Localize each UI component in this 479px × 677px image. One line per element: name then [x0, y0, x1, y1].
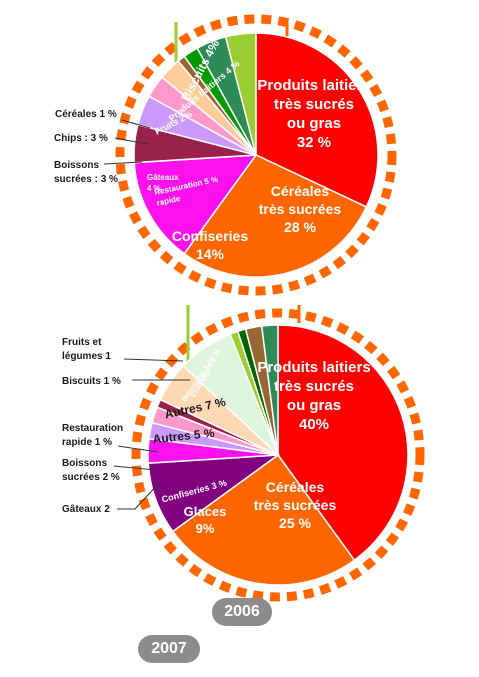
leader-line	[117, 481, 161, 510]
data-label-gateaux: Gâteaux 4 %	[147, 173, 179, 193]
data-label-produits-laitiers: Produits laitiers très sucrés ou gras 40%	[257, 359, 370, 433]
year-badge-2007: 2007	[138, 635, 200, 663]
slice-produits-laitiers	[277, 324, 409, 562]
data-label-chips-3: Chips : 3 %	[54, 133, 108, 144]
data-label-cereales: Céréales très sucrées 25 %	[254, 479, 337, 531]
leader-line	[113, 465, 157, 471]
data-label-fruits-et: Fruits et légumes 1	[62, 337, 111, 362]
data-label-confiseries: Confiseries 14%	[172, 228, 248, 262]
data-label-gateaux-2: Gâteaux 2	[62, 504, 110, 515]
dashed-ring	[115, 14, 397, 296]
data-label-boissons: Boissons sucrées : 3 %	[54, 160, 118, 185]
data-label-glaces: Glaces 9%	[184, 504, 227, 536]
data-label-biscuits-1: Biscuits 1 %	[62, 376, 121, 387]
data-label-autres-5: Autres 5 %	[152, 426, 215, 446]
leader-line	[117, 445, 159, 453]
data-label-cereales: Céréales très sucrées 28 %	[259, 183, 342, 235]
data-label-produits-laitiers: Produits laitiers très sucrés ou gras 32 %	[257, 77, 370, 151]
slice-produits-laitiers	[255, 32, 379, 208]
pie-chart-2006: Produits laitiers très sucrés ou gras 32 % C…	[54, 14, 397, 296]
slice-cereales	[171, 453, 356, 586]
leader-line	[121, 119, 151, 129]
leader-line	[114, 137, 148, 145]
pie-chart-2007: Produits laitiers très sucrés ou gras 40% Cé…	[62, 305, 425, 602]
data-label-boissons: Boissons sucrées 2 %	[62, 458, 120, 483]
dashed-ring	[131, 308, 425, 602]
slice-confiseries	[133, 154, 258, 255]
leader-line	[103, 161, 143, 165]
data-label-restauration: Restauration rapide 1 %	[62, 423, 123, 448]
slice-biscuits-4	[224, 32, 257, 156]
slice-cereales	[183, 154, 368, 278]
data-label-cereales-1: Céréales 1 %	[55, 109, 117, 120]
year-badge-2006: 2006	[212, 598, 272, 626]
leader-line	[123, 358, 184, 362]
slice-fromages-2	[260, 324, 279, 456]
